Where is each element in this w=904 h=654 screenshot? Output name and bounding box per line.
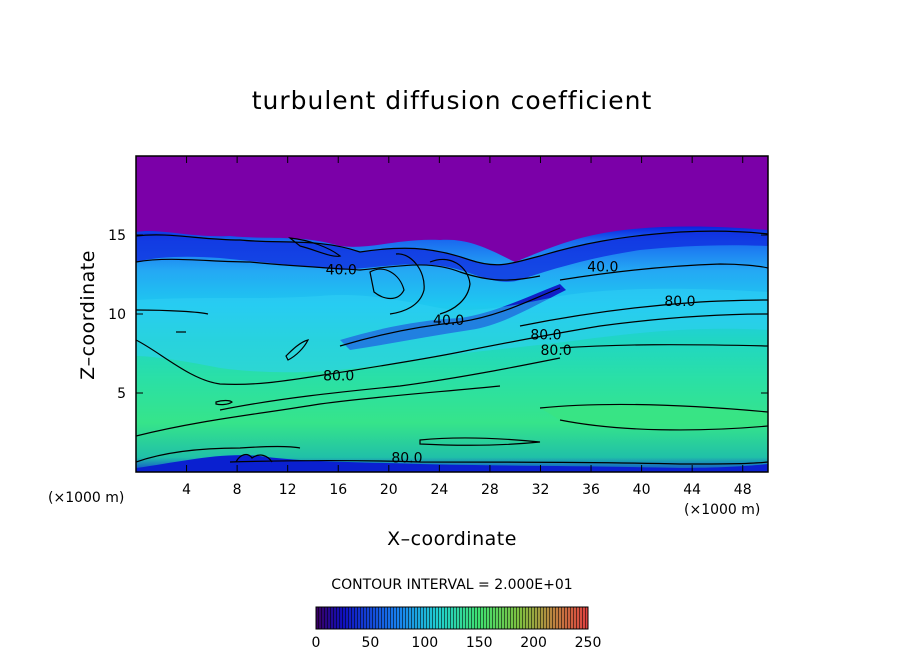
- colorbar-frame: [315, 606, 589, 630]
- contour-label: 80.0: [664, 294, 695, 310]
- green-lens: [540, 404, 768, 430]
- y-axis-label: Z–coordinate: [77, 250, 99, 380]
- colorbar-tick-label: 50: [361, 635, 379, 651]
- x-tick-label: 12: [279, 482, 297, 498]
- contour-line: [136, 230, 768, 266]
- contour-lines: [136, 230, 768, 465]
- x-tick-label: 36: [582, 482, 600, 498]
- contour-line: [559, 263, 768, 281]
- contour-line: [219, 357, 561, 411]
- contour-line: [519, 299, 768, 327]
- colorbar-lines: [316, 607, 588, 629]
- contour-label: 80.0: [323, 368, 354, 384]
- contour-line: [559, 344, 768, 349]
- contour-line: [229, 459, 768, 465]
- x-tick-label: 48: [734, 482, 752, 498]
- x-tick-label: 4: [182, 482, 191, 498]
- light-core: [136, 288, 768, 373]
- x-tick-label: 16: [329, 482, 347, 498]
- contour-line: [339, 287, 561, 347]
- x-tick-label: 40: [633, 482, 651, 498]
- x-tick-label: 28: [481, 482, 499, 498]
- contour-labels: 40.040.040.080.080.080.080.080.0: [323, 259, 695, 467]
- contour-line: [136, 385, 501, 437]
- y-tick-label: 10: [108, 307, 126, 323]
- contour-label: 80.0: [540, 343, 571, 359]
- contour-label: 80.0: [530, 327, 561, 343]
- contour-line: [419, 437, 541, 446]
- x-tick-label: 20: [380, 482, 398, 498]
- contour-line: [369, 268, 405, 300]
- contour-label: 40.0: [433, 313, 464, 329]
- contour-label: 40.0: [326, 263, 357, 279]
- colorbar-tick-label: 100: [411, 635, 438, 651]
- colorbar-tick-label: 250: [575, 635, 602, 651]
- contour-line: [429, 258, 471, 315]
- contour-line: [389, 253, 425, 315]
- chart-title: turbulent diffusion coefficient: [251, 86, 653, 115]
- x-tick-label: 44: [683, 482, 701, 498]
- colorbar-tick-label: 200: [520, 635, 547, 651]
- x-unit-label-right: (×1000 m): [684, 502, 761, 518]
- x-tick-label: 24: [430, 482, 448, 498]
- contour-line: [136, 309, 209, 315]
- contour-line: [288, 237, 342, 257]
- contour-label: 40.0: [587, 259, 618, 275]
- x-tick-label: 32: [532, 482, 550, 498]
- colorbar-tick-labels: 0 50 100 150 200 250: [312, 635, 602, 651]
- x-unit-label-left: (×1000 m): [48, 490, 125, 506]
- x-tick-label: 8: [233, 482, 242, 498]
- contour-line: [235, 453, 273, 463]
- y-tick-label: 5: [117, 386, 126, 402]
- contour-line: [136, 258, 541, 281]
- contour-line: [136, 313, 768, 385]
- contour-line: [285, 339, 310, 361]
- contour-label: 80.0: [391, 451, 422, 467]
- y-tick-label: 15: [108, 228, 126, 244]
- contour-line: [136, 445, 301, 463]
- colorbar: 0 50 100 150 200 250: [312, 606, 602, 651]
- colorbar-tick-label: 150: [466, 635, 493, 651]
- colorbar-tick-label: 0: [312, 635, 321, 651]
- dark-band-bottom: [136, 455, 768, 472]
- contour-interval-text: CONTOUR INTERVAL = 2.000E+01: [331, 577, 573, 593]
- dark-band-upper: [136, 231, 768, 282]
- contour-line: [559, 419, 768, 431]
- contour-line: [539, 403, 768, 413]
- contour-line: [215, 399, 233, 406]
- x-axis-label: X–coordinate: [387, 528, 517, 550]
